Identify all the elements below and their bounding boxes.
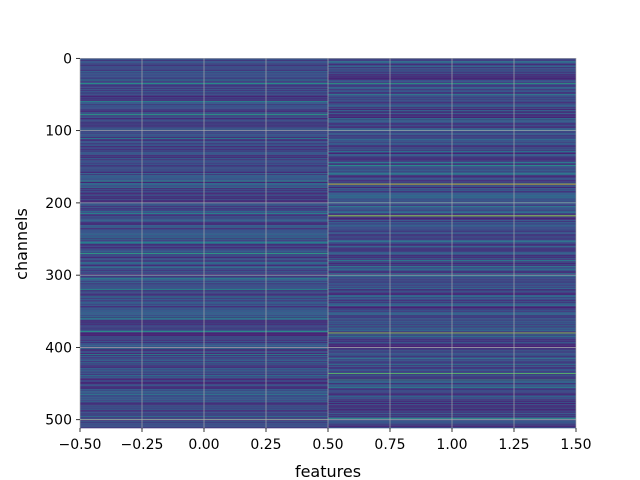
x-tick-label: −0.50 <box>59 437 102 453</box>
x-tick-label: 1.25 <box>498 437 529 453</box>
x-tick-label: 0.75 <box>374 437 405 453</box>
y-tick-label: 0 <box>63 51 72 67</box>
x-tick-label: 0.00 <box>188 437 219 453</box>
y-axis-ticks: 0 100 200 300 400 500 <box>45 51 80 429</box>
y-tick-label: 400 <box>45 340 72 356</box>
y-tick-label: 100 <box>45 124 72 140</box>
y-tick-label: 300 <box>45 268 72 284</box>
x-tick-label: 1.00 <box>436 437 467 453</box>
grid-lines <box>79 57 577 428</box>
y-axis-label: channels <box>12 208 31 280</box>
y-tick-label: 500 <box>45 413 72 429</box>
x-tick-label: 1.50 <box>560 437 591 453</box>
x-axis-ticks: −0.50 −0.25 0.00 0.25 0.50 0.75 1.00 1.25 1.50 <box>59 428 592 453</box>
x-axis-label: features <box>295 462 361 480</box>
x-tick-label: 0.50 <box>312 437 343 453</box>
x-tick-label: 0.25 <box>250 437 281 453</box>
y-tick-label: 200 <box>45 196 72 212</box>
x-tick-label: −0.25 <box>121 437 164 453</box>
